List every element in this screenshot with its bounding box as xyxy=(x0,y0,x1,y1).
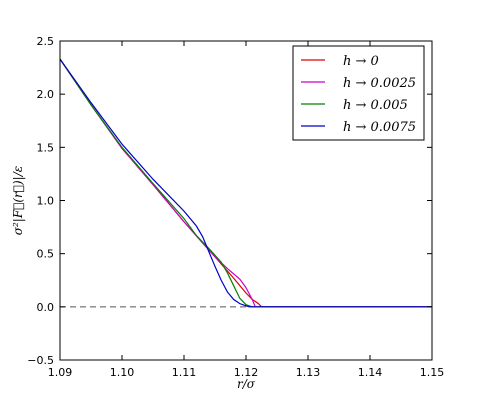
legend-label-3: h → 0.005 xyxy=(343,98,408,113)
y-tick-label: −0.5 xyxy=(27,354,54,367)
x-tick-label: 1.15 xyxy=(420,366,445,379)
x-tick-label: 1.09 xyxy=(48,366,73,379)
legend-label-4: h → 0.0075 xyxy=(343,120,416,135)
legend-box xyxy=(292,45,425,141)
y-axis-label: σ²|F⃗(r⃗)|/ε xyxy=(11,166,25,235)
y-tick-label: 0.5 xyxy=(37,248,55,261)
y-tick-label: 1.5 xyxy=(37,141,55,154)
x-tick-label: 1.12 xyxy=(234,366,259,379)
y-tick-label: 1.0 xyxy=(37,195,55,208)
y-tick-label: 0.0 xyxy=(37,301,55,314)
y-tick-label: 2.5 xyxy=(37,35,55,48)
y-tick-label: 2.0 xyxy=(37,88,55,101)
legend-label-2: h → 0.0025 xyxy=(343,76,416,91)
y-axis-ticks: −0.5 0.0 0.5 1.0 1.5 2.0 2.5 xyxy=(27,35,432,367)
x-tick-label: 1.14 xyxy=(358,366,383,379)
series-line-4 xyxy=(59,58,432,308)
x-tick-label: 1.13 xyxy=(296,366,321,379)
x-tick-label: 1.11 xyxy=(172,366,197,379)
legend: h → 0 h → 0.0025 h → 0.005 h → 0.0075 xyxy=(292,45,425,141)
x-axis-ticks: 1.09 1.10 1.11 1.12 1.13 1.14 1.15 xyxy=(48,41,445,379)
x-tick-label: 1.10 xyxy=(110,366,135,379)
legend-label-1: h → 0 xyxy=(343,54,379,69)
x-axis-label: r/σ xyxy=(237,377,256,391)
